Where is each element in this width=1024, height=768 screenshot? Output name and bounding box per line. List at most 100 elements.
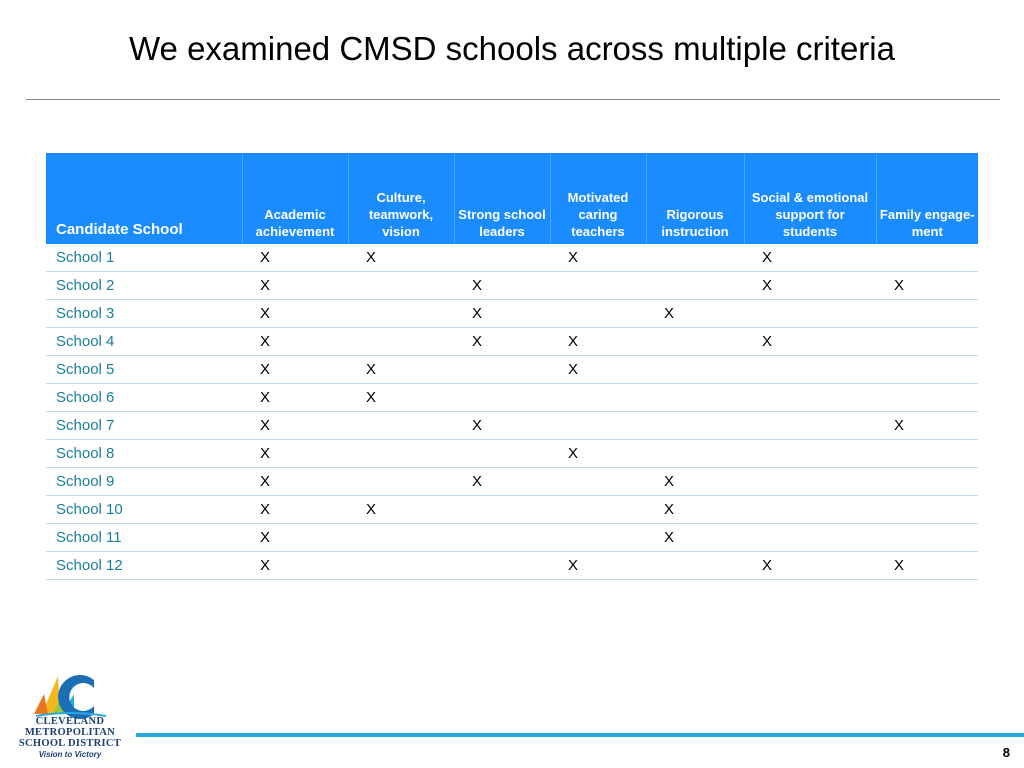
- school-name-cell: School 7: [46, 411, 242, 440]
- criteria-mark-cell: [348, 411, 454, 440]
- criteria-mark-cell: X: [744, 551, 876, 580]
- page-number: 8: [1002, 745, 1010, 760]
- school-name-cell: School 12: [46, 551, 242, 580]
- logo-line-1: CLEVELAND: [35, 716, 105, 727]
- criteria-mark-cell: X: [242, 383, 348, 412]
- criteria-mark-cell: [744, 411, 876, 440]
- table-header-row: Candidate School Academic achievement Cu…: [46, 153, 978, 244]
- criteria-mark-cell: X: [646, 495, 744, 524]
- table-row: School 11 X X: [46, 523, 978, 552]
- school-name-cell: School 11: [46, 523, 242, 552]
- criteria-mark-cell: X: [550, 327, 646, 356]
- criteria-mark-cell: [550, 411, 646, 440]
- logo-wordmark: CLEVELAND METROPOLITAN SCHOOL DISTRICT: [14, 716, 126, 749]
- criteria-mark-cell: [550, 383, 646, 412]
- criteria-mark-cell: [454, 523, 550, 552]
- criteria-mark-cell: [744, 523, 876, 552]
- criteria-mark-cell: [348, 299, 454, 328]
- criteria-mark-cell: X: [744, 271, 876, 300]
- logo-line-2: METROPOLITAN: [24, 727, 116, 738]
- criteria-mark-cell: [646, 244, 744, 272]
- header-family-engagement: Family engage-ment: [876, 153, 978, 244]
- criteria-mark-cell: [744, 495, 876, 524]
- table-row: School 10 X X X: [46, 495, 978, 524]
- criteria-mark-cell: X: [454, 299, 550, 328]
- criteria-mark-cell: [744, 439, 876, 468]
- criteria-mark-cell: X: [348, 355, 454, 384]
- criteria-mark-cell: X: [646, 523, 744, 552]
- criteria-mark-cell: X: [348, 383, 454, 412]
- criteria-mark-cell: X: [242, 411, 348, 440]
- criteria-mark-cell: [876, 383, 978, 412]
- criteria-mark-cell: X: [550, 551, 646, 580]
- criteria-table: Candidate School Academic achievement Cu…: [46, 153, 978, 580]
- header-strong-school-leaders: Strong school leaders: [454, 153, 551, 244]
- criteria-mark-cell: X: [242, 271, 348, 300]
- slide-title: We examined CMSD schools across multiple…: [129, 30, 895, 67]
- criteria-mark-cell: [744, 299, 876, 328]
- criteria-mark-cell: X: [454, 411, 550, 440]
- criteria-mark-cell: [646, 327, 744, 356]
- criteria-mark-cell: X: [744, 244, 876, 272]
- logo-tagline: Vision to Victory: [38, 750, 102, 759]
- school-name-cell: School 1: [46, 244, 242, 272]
- criteria-mark-cell: X: [876, 271, 978, 300]
- criteria-mark-cell: X: [876, 411, 978, 440]
- title-divider: [26, 99, 1000, 100]
- criteria-mark-cell: X: [242, 355, 348, 384]
- footer-bar: [136, 733, 1024, 737]
- criteria-mark-cell: [454, 551, 550, 580]
- criteria-mark-cell: [348, 467, 454, 496]
- header-academic-achievement: Academic achievement: [242, 153, 349, 244]
- criteria-mark-cell: [876, 299, 978, 328]
- criteria-mark-cell: [646, 355, 744, 384]
- criteria-mark-cell: [348, 439, 454, 468]
- criteria-mark-cell: [646, 551, 744, 580]
- criteria-mark-cell: [744, 383, 876, 412]
- criteria-mark-cell: X: [242, 244, 348, 272]
- header-culture-teamwork-vision: Culture, teamwork, vision: [348, 153, 455, 244]
- criteria-mark-cell: X: [242, 439, 348, 468]
- criteria-mark-cell: [550, 271, 646, 300]
- criteria-mark-cell: [876, 327, 978, 356]
- logo-line-3: SCHOOL DISTRICT: [18, 738, 122, 749]
- criteria-mark-cell: X: [550, 244, 646, 272]
- table-row: School 12 X X X X: [46, 551, 978, 580]
- criteria-mark-cell: [454, 439, 550, 468]
- criteria-mark-cell: [744, 467, 876, 496]
- criteria-mark-cell: X: [550, 355, 646, 384]
- criteria-mark-cell: X: [242, 551, 348, 580]
- criteria-mark-cell: [876, 439, 978, 468]
- criteria-mark-cell: X: [242, 299, 348, 328]
- school-name-cell: School 2: [46, 271, 242, 300]
- criteria-mark-cell: [454, 355, 550, 384]
- criteria-mark-cell: X: [646, 467, 744, 496]
- criteria-mark-cell: X: [454, 271, 550, 300]
- cmsd-logo: [34, 675, 107, 719]
- criteria-mark-cell: X: [242, 327, 348, 356]
- table-body: School 1 X X X X School 2 X X X X School 3 X X X Schoo…: [46, 244, 978, 580]
- criteria-mark-cell: X: [876, 551, 978, 580]
- header-rigorous-instruction: Rigorous instruction: [646, 153, 745, 244]
- criteria-mark-cell: [876, 467, 978, 496]
- criteria-mark-cell: [646, 439, 744, 468]
- criteria-mark-cell: X: [454, 467, 550, 496]
- header-candidate-school: Candidate School: [46, 153, 243, 244]
- criteria-mark-cell: [550, 299, 646, 328]
- criteria-mark-cell: [454, 244, 550, 272]
- school-name-cell: School 6: [46, 383, 242, 412]
- criteria-mark-cell: [876, 355, 978, 384]
- criteria-mark-cell: X: [744, 327, 876, 356]
- criteria-mark-cell: [876, 244, 978, 272]
- criteria-mark-cell: X: [242, 467, 348, 496]
- school-name-cell: School 5: [46, 355, 242, 384]
- school-name-cell: School 8: [46, 439, 242, 468]
